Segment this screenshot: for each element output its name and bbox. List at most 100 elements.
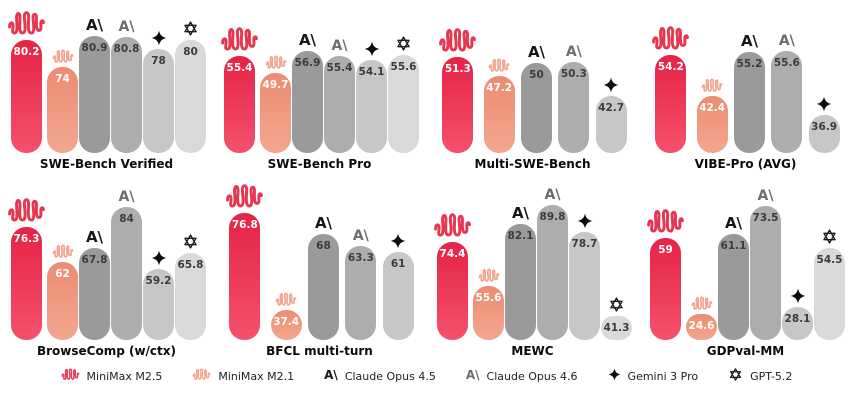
bar-group-gemini: 36.9 xyxy=(808,96,840,153)
bar-group-gpt: 55.6 xyxy=(388,35,419,153)
bar-group-opus46: A\ 63.3 xyxy=(345,229,377,340)
bar-value: 74 xyxy=(55,73,70,85)
bars-row: 51.3 47.2 A\ 50 A\ 50.3 42.7 xyxy=(426,6,639,153)
bar-value: 80.9 xyxy=(81,42,108,54)
bar-gpt: 54.5 xyxy=(814,248,845,340)
chart-title: MEWC xyxy=(511,344,554,358)
chart-multi-swe-bench: 51.3 47.2 A\ 50 A\ 50.3 42.7 Multi-SWE-Bench xyxy=(426,6,639,171)
legend-item-opus45: A\ Claude Opus 4.5 xyxy=(324,369,436,384)
bar-m25: 59 xyxy=(650,238,681,340)
anthropic-logo-icon: A\ xyxy=(314,214,333,232)
bar-opus45: 80.9 xyxy=(79,36,110,153)
openai-logo-icon xyxy=(823,229,836,244)
bar-value: 55.4 xyxy=(226,62,253,74)
bar-group-opus46: A\ 55.6 xyxy=(771,34,803,153)
bar-group-m25: 80.2 xyxy=(7,10,46,153)
bar-value: 68 xyxy=(316,240,331,252)
bar-value: 50.3 xyxy=(560,68,587,80)
bar-value: 76.8 xyxy=(231,219,258,231)
bar-value: 73.5 xyxy=(752,212,779,224)
bar-group-m25: 59 xyxy=(646,208,685,340)
bar-m25: 76.3 xyxy=(11,227,42,340)
bar-m21: 24.6 xyxy=(686,314,717,340)
bar-group-opus45: A\ 50 xyxy=(520,45,552,153)
bar-m21: 62 xyxy=(47,262,78,340)
bar-m25: 51.3 xyxy=(442,57,474,153)
anthropic-logo-icon: A\ xyxy=(298,31,317,49)
bar-gemini: 54.1 xyxy=(356,60,387,153)
bar-gemini: 59.2 xyxy=(143,269,174,340)
anthropic-gray-logo-icon: A\ xyxy=(544,187,561,203)
minimax-m25-logo-icon xyxy=(8,198,45,222)
minimax-m21-logo-icon xyxy=(701,78,723,92)
gemini-star-icon xyxy=(364,41,379,57)
bar-value: 47.2 xyxy=(486,82,513,94)
bar-value: 41.3 xyxy=(603,322,630,334)
bar-value: 42.4 xyxy=(699,102,726,114)
bar-opus45: 82.1 xyxy=(505,224,536,340)
bar-group-m21: 42.4 xyxy=(696,78,728,153)
bar-group-m21: 37.4 xyxy=(270,292,302,340)
bar-m25: 55.4 xyxy=(224,56,255,153)
bar-group-gemini: 78.7 xyxy=(569,213,600,340)
bar-value: 76.3 xyxy=(13,233,40,245)
bar-value: 80.8 xyxy=(113,43,140,55)
openai-logo-icon xyxy=(184,21,197,36)
bar-opus45: 55.2 xyxy=(733,52,765,153)
bar-group-m25: 76.3 xyxy=(7,197,46,340)
bar-gemini: 28.1 xyxy=(782,307,813,340)
bars-row: 59 24.6 A\ 61.1 A\ 73.5 28.1 54.5 xyxy=(639,179,852,340)
minimax-m25-logo-icon xyxy=(226,184,264,208)
bar-m25: 74.4 xyxy=(437,242,468,340)
anthropic-logo-icon: A\ xyxy=(511,204,530,222)
bar-group-opus45: A\ 68 xyxy=(307,214,339,340)
anthropic-logo-icon: A\ xyxy=(724,214,743,232)
minimax-m25-logo-icon xyxy=(434,213,471,237)
bar-value: 63.3 xyxy=(347,252,374,264)
bar-opus46: 89.8 xyxy=(537,205,568,340)
bar-gpt: 55.6 xyxy=(388,55,419,153)
bar-group-opus45: A\ 67.8 xyxy=(79,230,110,340)
bar-group-opus45: A\ 55.2 xyxy=(733,34,765,153)
bar-gpt: 80 xyxy=(175,40,206,153)
bar-group-gpt: 54.5 xyxy=(814,228,845,340)
bar-group-m25: 76.8 xyxy=(225,183,264,340)
bar-value: 67.8 xyxy=(81,254,108,266)
chart-vibe-pro-avg: 54.2 42.4 A\ 55.2 A\ 55.6 36.9 VIBE-Pro (AVG) xyxy=(639,6,852,171)
bar-value: 55.6 xyxy=(773,57,800,69)
minimax-m21-logo-icon xyxy=(265,55,286,69)
bar-opus45: 67.8 xyxy=(79,248,110,340)
bar-group-gemini: 42.7 xyxy=(595,77,627,153)
bar-gpt: 65.8 xyxy=(175,253,206,340)
bar-group-opus46: A\ 89.8 xyxy=(537,188,568,340)
chart-bfcl-multi-turn: 76.8 37.4 A\ 68 A\ 63.3 61 BFCL multi-turn xyxy=(213,179,426,358)
bar-value: 89.8 xyxy=(539,211,566,223)
bar-value: 36.9 xyxy=(811,121,838,133)
bar-group-opus46: A\ 55.4 xyxy=(324,39,355,153)
minimax-m25-logo-icon xyxy=(439,28,477,52)
bar-group-gemini: 61 xyxy=(382,233,414,340)
minimax-m25-logo-icon xyxy=(652,26,690,50)
bar-value: 54.5 xyxy=(816,254,843,266)
bar-group-gpt: 80 xyxy=(175,20,206,153)
bar-group-gemini: 59.2 xyxy=(143,250,174,340)
bar-group-m25: 51.3 xyxy=(438,27,477,153)
legend-item-opus46: A\ Claude Opus 4.6 xyxy=(466,369,578,384)
bar-group-gpt: 65.8 xyxy=(175,233,206,340)
bar-opus46: 73.5 xyxy=(750,206,781,340)
bar-m21: 74 xyxy=(47,67,78,153)
bar-value: 59 xyxy=(658,244,673,256)
bar-value: 65.8 xyxy=(177,259,204,271)
bar-m25: 80.2 xyxy=(11,40,42,153)
bar-value: 78 xyxy=(151,55,166,67)
chart-browsecomp-w-ctx: 76.3 62 A\ 67.8 A\ 84 59.2 65.8 BrowseComp (w/ct… xyxy=(0,179,213,358)
minimax-m25-logo-icon xyxy=(221,27,258,51)
minimax-m21-logo-icon xyxy=(691,296,712,310)
bar-m25: 76.8 xyxy=(229,213,261,340)
bar-value: 24.6 xyxy=(688,320,715,332)
chart-title: BrowseComp (w/ctx) xyxy=(36,344,177,358)
anthropic-logo-icon: A\ xyxy=(324,367,338,382)
bar-group-gemini: 54.1 xyxy=(356,41,387,153)
bar-value: 74.4 xyxy=(439,248,466,260)
